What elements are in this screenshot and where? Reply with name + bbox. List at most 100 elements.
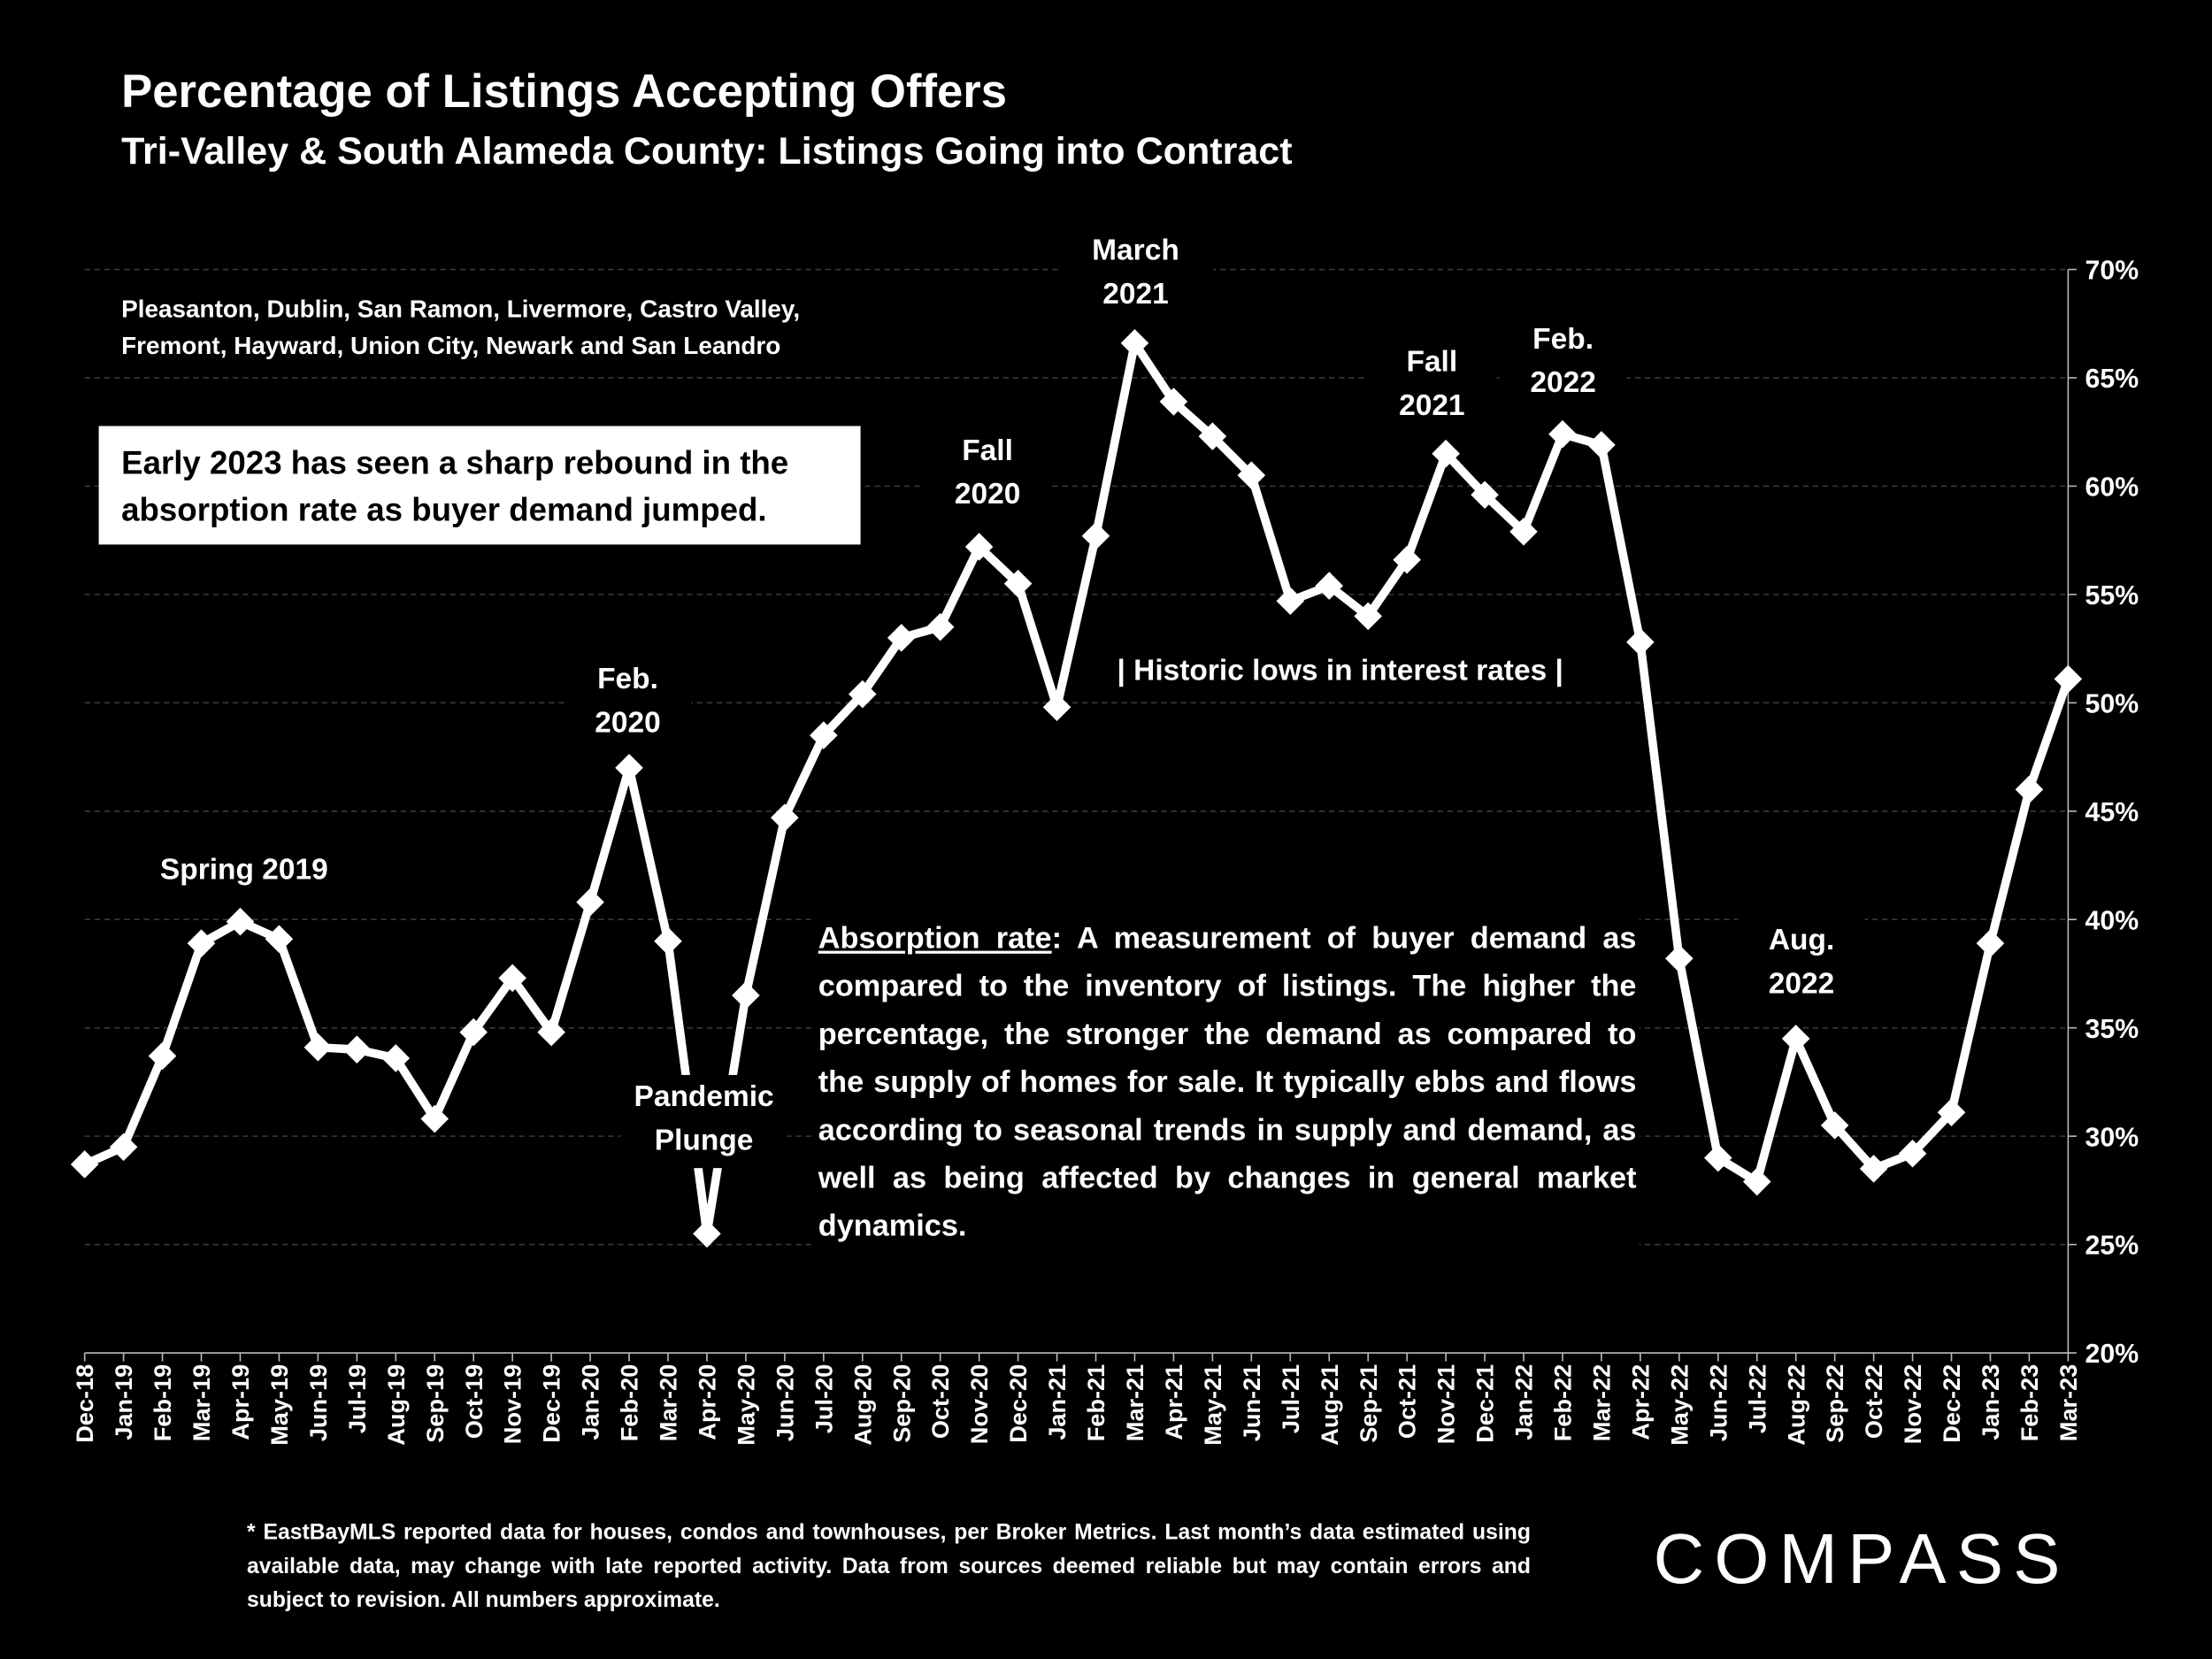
data-point-marker	[1781, 1025, 1810, 1053]
annotation-line: Plunge	[654, 1124, 754, 1157]
data-point-marker	[2054, 664, 2083, 694]
x-tick-label: Aug-19	[382, 1364, 410, 1446]
compass-logo: COMPASS	[1653, 1519, 2070, 1599]
y-tick-label: 35%	[2085, 1015, 2139, 1044]
y-tick-label: 65%	[2085, 365, 2139, 394]
x-tick-label: Mar-20	[655, 1364, 682, 1441]
annotation-aug-2022: Aug. 2022	[1738, 918, 1865, 1006]
x-tick-label: Nov-21	[1432, 1364, 1460, 1444]
x-tick-label: Jan-21	[1043, 1364, 1071, 1440]
x-tick-label: Mar-21	[1121, 1364, 1148, 1441]
absorption-definition: Absorption rate: A measurement of buyer …	[815, 914, 1640, 1250]
data-point-marker	[342, 1035, 372, 1064]
annotation-line: 2022	[1768, 967, 1835, 1001]
areas-line: Fremont, Hayward, Union City, Newark and…	[121, 331, 781, 360]
x-tick-label: Feb-22	[1549, 1364, 1577, 1441]
callout-line: Early 2023 has seen a sharp rebound in t…	[121, 444, 789, 481]
annotation-line: Fall	[1406, 345, 1458, 379]
data-point-marker	[1081, 521, 1110, 550]
data-point-marker	[615, 754, 643, 782]
data-point-marker	[1276, 587, 1305, 616]
annotation-line: Aug.	[1768, 924, 1835, 957]
x-tick-label: Oct-20	[926, 1364, 954, 1439]
annotation-historic-lows: | Historic lows in interest rates |	[1088, 649, 1592, 693]
data-point-marker	[1509, 518, 1538, 546]
data-point-marker	[1432, 439, 1460, 468]
annotation-feb-2022: Feb. 2022	[1499, 317, 1627, 405]
data-point-marker	[1354, 602, 1382, 631]
annotation-line: 2021	[1399, 389, 1465, 422]
x-tick-label: Aug-20	[849, 1364, 876, 1446]
x-tick-label: Jan-23	[1977, 1364, 2004, 1440]
annotation-line: 2020	[595, 706, 661, 740]
x-tick-label: May-22	[1665, 1364, 1693, 1446]
x-tick-label: Sep-19	[421, 1364, 449, 1443]
x-tick-label: Nov-20	[965, 1364, 993, 1444]
y-tick-label: 70%	[2085, 257, 2139, 286]
x-tick-label: Dec-21	[1471, 1364, 1499, 1443]
data-point-marker	[732, 981, 760, 1010]
x-tick-label: Oct-22	[1860, 1364, 1887, 1439]
data-point-marker	[1042, 693, 1071, 722]
x-tick-label: Nov-22	[1899, 1364, 1926, 1444]
x-tick-label: Dec-19	[538, 1364, 565, 1443]
data-point-marker	[265, 925, 294, 954]
chart-subtitle: Tri-Valley & South Alameda County: Listi…	[121, 129, 1293, 173]
x-tick-label: May-19	[265, 1364, 293, 1446]
data-point-marker	[148, 1041, 177, 1071]
data-point-marker	[926, 612, 955, 641]
data-point-marker	[1393, 545, 1421, 574]
absorption-term: Absorption rate	[818, 921, 1052, 956]
x-tick-label: Jul-21	[1277, 1364, 1304, 1433]
x-tick-label: Apr-19	[227, 1364, 254, 1440]
x-tick-label: Jul-19	[343, 1364, 371, 1433]
data-point-marker	[1315, 572, 1344, 600]
data-point-marker	[1859, 1155, 1888, 1183]
x-tick-label: Dec-20	[1004, 1364, 1032, 1443]
annotation-pandemic-plunge: Pandemic Plunge	[620, 1074, 787, 1169]
areas-line: Pleasanton, Dublin, San Ramon, Livermore…	[121, 295, 801, 324]
x-tick-label: Jul-22	[1743, 1364, 1770, 1433]
data-point-marker	[1159, 388, 1188, 416]
annotation-march-2021: March 2021	[1057, 228, 1214, 317]
footnote: * EastBayMLS reported data for houses, c…	[247, 1520, 1531, 1613]
x-tick-label: Jun-19	[304, 1364, 332, 1441]
data-point-marker	[964, 533, 994, 561]
y-tick-label: 55%	[2085, 581, 2139, 611]
annotation-feb-2020: Feb. 2020	[564, 657, 692, 745]
data-point-marker	[1665, 944, 1694, 973]
y-tick-label: 45%	[2085, 798, 2139, 827]
callout-box: Early 2023 has seen a sharp rebound in t…	[98, 426, 861, 545]
x-tick-label: Feb-21	[1082, 1364, 1110, 1441]
data-point-marker	[1704, 1143, 1732, 1172]
x-tick-label: Jan-19	[110, 1364, 137, 1440]
data-point-marker	[576, 887, 604, 917]
annotation-line: Feb.	[597, 663, 658, 696]
x-tick-label: Mar-19	[188, 1364, 215, 1441]
x-tick-label: May-21	[1199, 1364, 1226, 1446]
x-tick-label: Feb-20	[616, 1364, 643, 1441]
y-tick-label: 50%	[2085, 689, 2139, 718]
annotation-line: March	[1092, 234, 1179, 267]
x-tick-label: Mar-23	[2055, 1364, 2082, 1441]
x-tick-label: Aug-21	[1316, 1364, 1343, 1446]
data-point-marker	[848, 680, 877, 709]
y-tick-label: 20%	[2085, 1340, 2139, 1369]
annotation-fall-2021: Fall 2021	[1368, 340, 1496, 428]
data-point-marker	[1548, 419, 1577, 449]
annotation-line: Pandemic	[634, 1080, 774, 1113]
data-point-marker	[771, 803, 799, 832]
x-tick-label: May-20	[732, 1364, 759, 1446]
data-point-marker	[1626, 627, 1655, 657]
annotation-fall-2020: Fall 2020	[924, 428, 1051, 517]
y-tick-label: 40%	[2085, 906, 2139, 935]
y-tick-label: 60%	[2085, 473, 2139, 503]
x-tick-label: Dec-18	[71, 1364, 98, 1443]
data-point-marker	[1237, 461, 1266, 489]
annotation-line: 2021	[1102, 278, 1169, 311]
areas-note: Pleasanton, Dublin, San Ramon, Livermore…	[121, 290, 800, 364]
x-tick-label: Nov-19	[499, 1364, 526, 1444]
x-tick-label: Oct-19	[460, 1364, 488, 1439]
